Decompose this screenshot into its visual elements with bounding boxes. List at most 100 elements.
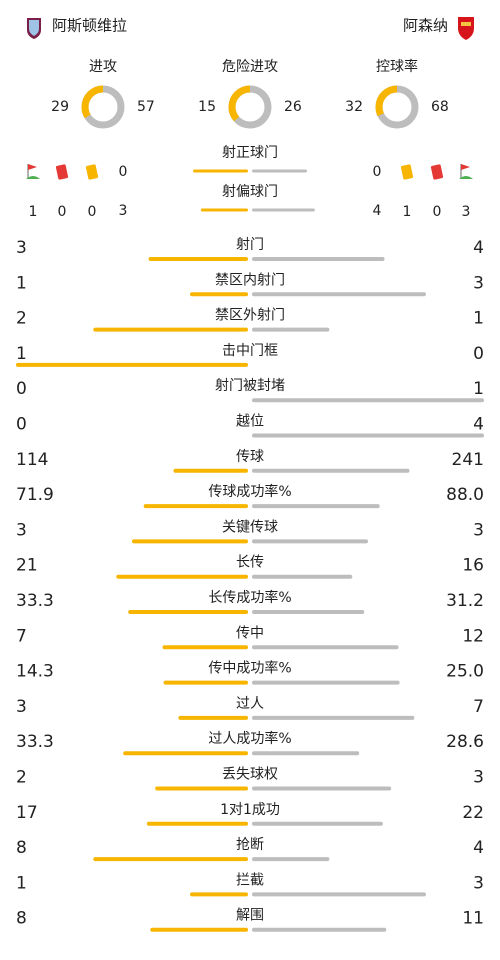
away-bar — [252, 927, 387, 932]
summary-label: 控球率 — [376, 58, 418, 75]
away-value: 4 — [473, 838, 484, 858]
stat-label: 1对1成功 — [220, 802, 280, 818]
red-card-icon — [430, 164, 444, 180]
home-bar — [190, 292, 248, 297]
stat-label: 长传成功率% — [208, 589, 291, 606]
extra-value: 1 — [29, 204, 38, 220]
home-value: 33.3 — [16, 591, 54, 611]
away-value: 7 — [473, 697, 484, 717]
home-bar — [150, 927, 248, 932]
away-value: 16 — [462, 556, 484, 576]
home-bar — [148, 257, 248, 261]
home-value: 14.3 — [16, 662, 54, 682]
home-value: 0 — [119, 164, 128, 180]
away-bar — [252, 645, 399, 650]
stat-label: 射门被封堵 — [215, 378, 285, 394]
yellow-card-icon — [85, 164, 99, 180]
red-card-icon — [55, 164, 69, 180]
stat-label: 射偏球门 — [222, 184, 278, 200]
away-bar — [252, 821, 383, 826]
home-bar — [93, 327, 248, 332]
summary-away: 57 — [137, 99, 155, 115]
home-bar — [146, 821, 248, 826]
home-value: 2 — [16, 309, 27, 329]
home-value: 33.3 — [16, 732, 54, 752]
stat-label: 过人成功率% — [208, 730, 291, 747]
corner-icon — [28, 164, 37, 170]
away-bar — [252, 257, 385, 261]
stat-label: 传中 — [236, 625, 264, 641]
home-bar — [155, 786, 248, 791]
home-bar — [190, 892, 248, 897]
corner-icon — [459, 176, 473, 179]
away-value: 11 — [462, 909, 484, 929]
home-value: 7 — [16, 626, 27, 646]
away-bar — [252, 610, 365, 614]
home-bar — [200, 208, 248, 212]
away-value: 31.2 — [446, 591, 484, 611]
away-value: 3 — [473, 873, 484, 893]
summary-home: 32 — [345, 99, 363, 115]
stat-label: 抢断 — [236, 836, 264, 853]
home-bar — [128, 610, 248, 614]
stat-label: 击中门框 — [222, 343, 278, 359]
home-value: 3 — [16, 238, 27, 258]
home-value: 2 — [16, 768, 27, 788]
away-value: 4 — [373, 203, 382, 219]
summary-home: 15 — [198, 99, 216, 115]
away-value: 4 — [473, 415, 484, 435]
away-value: 28.6 — [446, 732, 484, 752]
home-value: 0 — [16, 415, 27, 435]
donut-home — [375, 85, 419, 129]
away-bar — [252, 208, 315, 212]
donut-home — [228, 85, 272, 129]
away-bar — [252, 715, 415, 720]
home-value: 0 — [16, 379, 27, 399]
away-bar — [252, 574, 353, 579]
away-value: 25.0 — [446, 662, 484, 682]
home-bar — [193, 169, 248, 173]
home-bar — [178, 715, 248, 720]
summary-label: 危险进攻 — [222, 59, 278, 75]
stat-label: 过人 — [236, 696, 264, 712]
extra-value: 3 — [462, 204, 471, 220]
home-value: 17 — [16, 803, 38, 823]
stat-label: 传球成功率% — [208, 483, 291, 500]
extra-value: 0 — [58, 204, 67, 220]
home-value: 3 — [16, 697, 27, 717]
away-value: 88.0 — [446, 485, 484, 505]
home-value: 8 — [16, 909, 27, 929]
stat-label: 解围 — [236, 908, 264, 924]
away-logo — [458, 17, 474, 40]
away-bar — [252, 468, 410, 473]
extra-value: 0 — [88, 204, 97, 220]
stat-label: 传球 — [236, 449, 264, 465]
corner-icon — [26, 176, 40, 179]
home-bar — [93, 857, 248, 862]
away-value: 3 — [473, 768, 484, 788]
stat-label: 丢失球权 — [222, 767, 278, 783]
home-bar — [116, 574, 248, 579]
away-value: 0 — [373, 164, 382, 180]
away-value: 241 — [452, 450, 484, 470]
summary-away: 26 — [284, 99, 302, 115]
away-value: 3 — [473, 273, 484, 293]
away-bar — [252, 786, 392, 791]
stat-label: 射门 — [236, 237, 264, 253]
away-bar — [252, 327, 330, 332]
home-bar — [143, 504, 248, 509]
away-bar — [252, 539, 368, 544]
away-bar — [252, 751, 360, 756]
stat-label: 长传 — [236, 555, 264, 571]
away-bar — [252, 504, 380, 509]
away-team: 阿森纳 — [403, 17, 448, 35]
home-bar — [162, 645, 248, 650]
donut-home — [81, 85, 125, 129]
yellow-card-icon — [400, 164, 414, 180]
home-team: 阿斯顿维拉 — [52, 17, 127, 35]
stat-label: 禁区内射门 — [215, 272, 285, 288]
home-logo — [27, 18, 41, 39]
away-bar — [252, 398, 484, 403]
